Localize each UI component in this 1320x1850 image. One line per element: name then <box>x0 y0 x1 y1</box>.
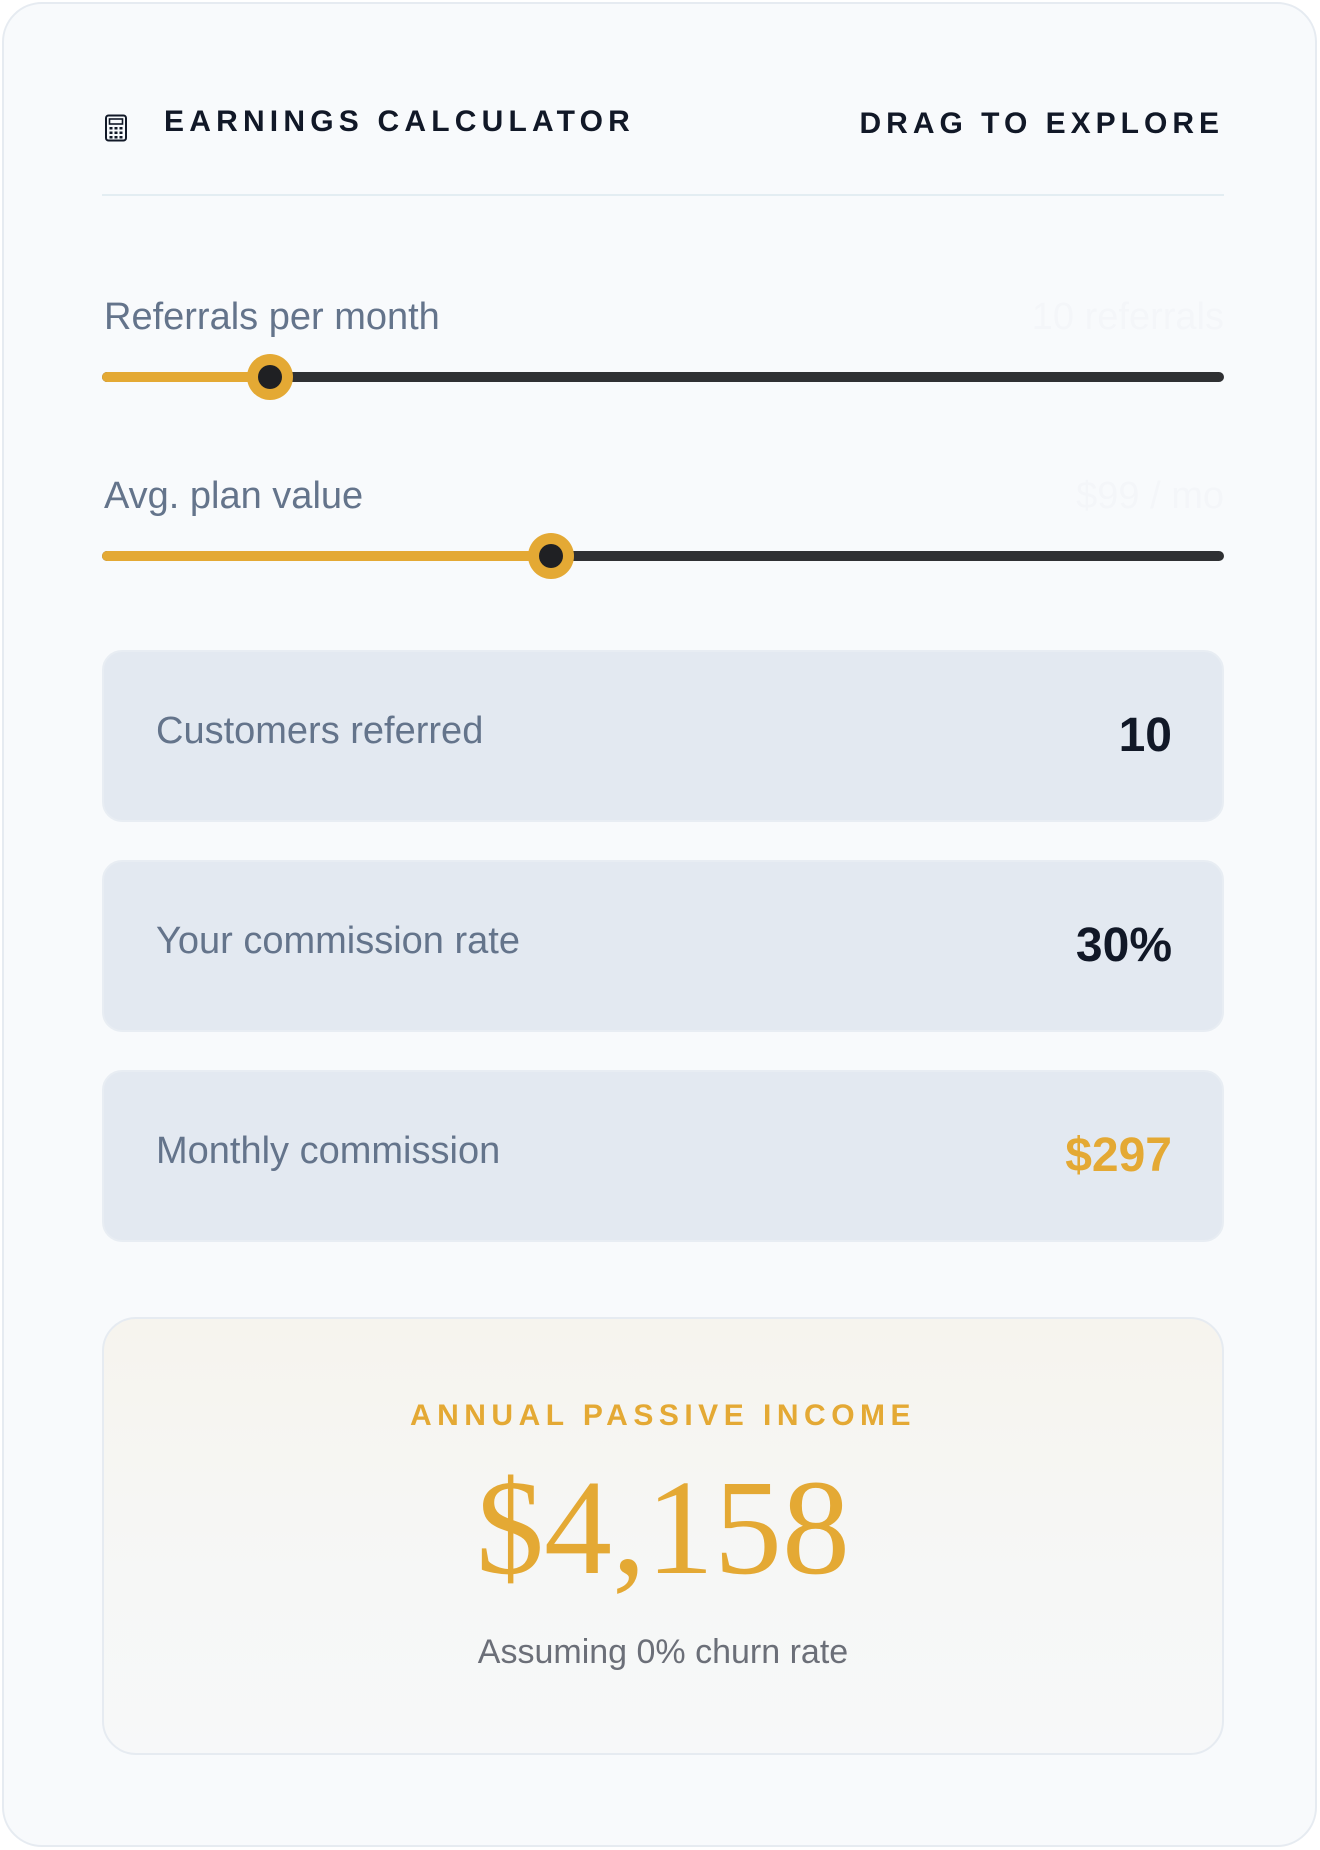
customers-referred-value: 10 <box>1118 709 1172 762</box>
monthly-commission-value: $297 <box>1065 1129 1172 1182</box>
annual-income-amount: $4,158 <box>476 1453 850 1603</box>
plan-value-slider-track[interactable] <box>102 551 1224 561</box>
calculator-title: EARNINGS CALCULATOR <box>164 105 636 138</box>
referrals-slider-value: 10 referrals <box>1031 296 1224 338</box>
calculator-header: EARNINGS CALCULATOR DRAG TO EXPLORE <box>102 99 1224 149</box>
plan-value-slider-value: $99 / mo <box>1076 475 1224 517</box>
referrals-slider-track[interactable] <box>102 372 1224 382</box>
monthly-commission-label: Monthly commission <box>156 1130 501 1172</box>
header-divider <box>102 194 1224 196</box>
commission-rate-label: Your commission rate <box>156 920 520 962</box>
customers-referred-stat: Customers referred 10 <box>102 650 1224 822</box>
annual-income-title: ANNUAL PASSIVE INCOME <box>409 1399 917 1432</box>
plan-value-slider-thumb[interactable] <box>527 533 574 579</box>
commission-rate-value: 30% <box>1075 919 1172 972</box>
commission-rate-stat: Your commission rate 30% <box>102 860 1224 1032</box>
referrals-slider-fill <box>102 372 271 382</box>
plan-value-slider-group: Avg. plan value $99 / mo <box>102 475 1224 595</box>
calculator-icon <box>105 114 127 142</box>
churn-note: Assuming 0% churn rate <box>477 1633 849 1671</box>
referrals-slider-group: Referrals per month 10 referrals <box>102 296 1224 416</box>
plan-value-slider-fill <box>102 551 551 561</box>
plan-value-slider-label: Avg. plan value <box>104 475 364 517</box>
referrals-slider-label: Referrals per month <box>104 296 440 338</box>
monthly-commission-stat: Monthly commission $297 <box>102 1070 1224 1242</box>
drag-hint: DRAG TO EXPLORE <box>859 107 1224 140</box>
referrals-slider-thumb[interactable] <box>247 354 294 400</box>
customers-referred-label: Customers referred <box>156 710 484 752</box>
annual-income-panel: ANNUAL PASSIVE INCOME $4,158 Assuming 0%… <box>102 1317 1224 1755</box>
